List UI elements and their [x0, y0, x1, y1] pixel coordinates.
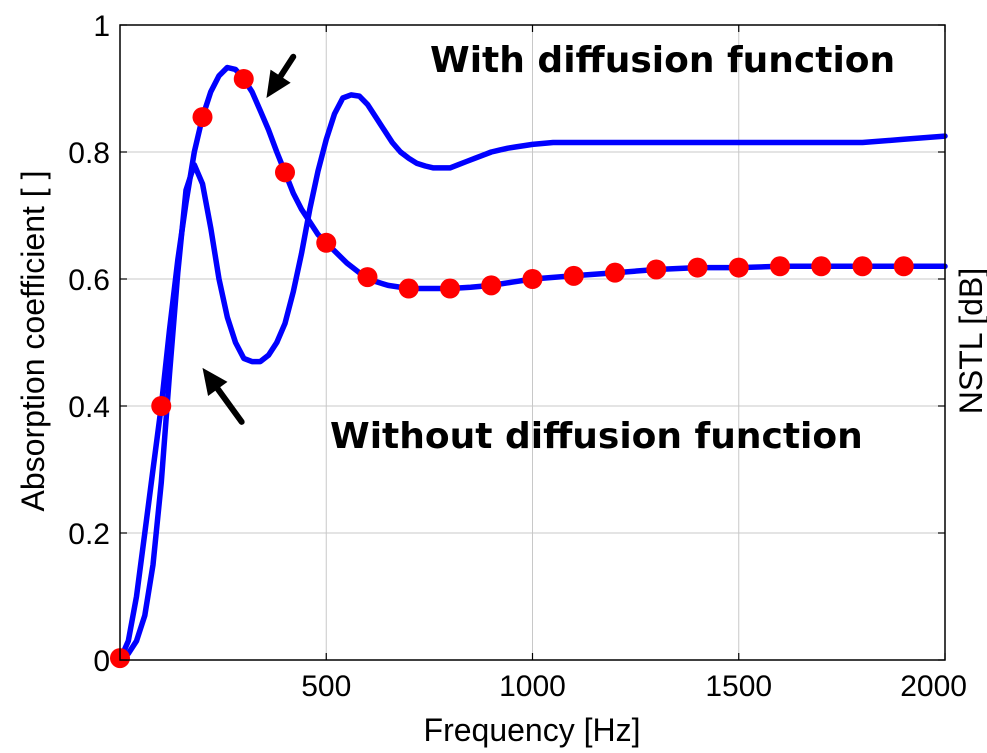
data-point-marker	[481, 275, 502, 296]
annotation-arrow-shaft	[214, 385, 245, 425]
data-point-marker	[646, 259, 667, 280]
right-y-axis-label: NSTL [dB]	[953, 268, 987, 414]
series-line-2	[117, 64, 948, 663]
data-point-marker	[728, 257, 749, 278]
data-point-marker	[605, 262, 625, 283]
x-tick-label: 1000	[499, 670, 566, 703]
data-point-marker	[151, 396, 172, 416]
y-tick-label: 0.8	[68, 137, 110, 170]
data-point-marker	[852, 256, 873, 277]
data-point-marker	[770, 256, 790, 277]
data-point-marker	[233, 68, 254, 89]
annotation-label: Without diffusion function	[330, 416, 863, 457]
x-tick-label: 500	[301, 670, 351, 703]
data-point-marker	[893, 256, 914, 277]
data-point-marker	[687, 257, 708, 278]
data-point-marker	[440, 278, 460, 299]
x-tick-label: 2000	[900, 670, 967, 703]
data-point-marker	[275, 162, 295, 183]
data-point-marker	[563, 265, 584, 286]
series-line-1	[117, 92, 948, 663]
data-point-marker	[192, 107, 213, 128]
annotation-label: With diffusion function	[430, 40, 895, 81]
y-tick-label: 0.2	[68, 518, 110, 551]
data-point-marker	[357, 267, 378, 288]
data-point-marker	[398, 278, 419, 299]
annotation-arrow-shaft	[277, 53, 297, 80]
annotation-arrow-head	[202, 367, 228, 396]
ticks: 500 1000 1500 2000 0 0.2 0.4 0.6 0.8 1	[68, 10, 967, 703]
x-axis-label: Frequency [Hz]	[424, 712, 641, 748]
data-point-marker	[811, 256, 832, 277]
data-point-marker	[522, 269, 543, 289]
data-point-marker	[316, 232, 337, 253]
y-tick-label: 1	[93, 10, 110, 43]
y-tick-label: 0.4	[68, 391, 110, 424]
series-layer	[110, 64, 948, 669]
x-tick-label: 1500	[705, 670, 772, 703]
y-axis-label: Absorption coefficient [ ]	[15, 171, 51, 512]
annotation-layer: With diffusion function Without diffusion…	[202, 40, 895, 457]
y-tick-label: 0	[93, 645, 110, 678]
y-tick-label: 0.6	[68, 264, 110, 297]
annotation-arrow-head	[266, 69, 291, 99]
